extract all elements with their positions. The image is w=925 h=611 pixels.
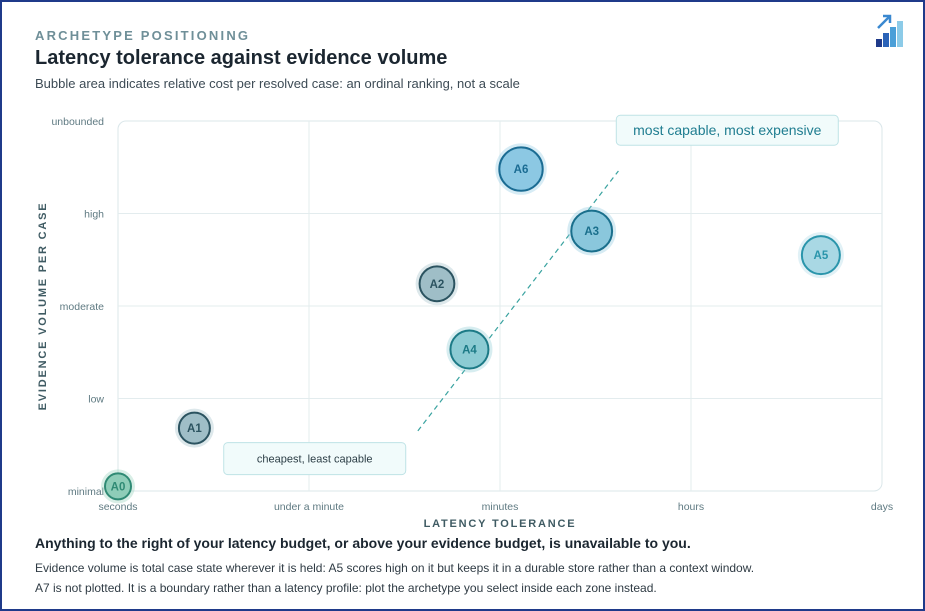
bubble-a5: A5: [797, 232, 844, 279]
bubble-label: A3: [584, 226, 599, 238]
chart-title: Latency tolerance against evidence volum…: [35, 47, 448, 69]
x-tick-label: under a minute: [274, 501, 344, 513]
x-axis-title: LATENCY TOLERANCE: [424, 518, 577, 530]
annotation-most-capable: most capable, most expensive: [615, 114, 839, 146]
annotation-cheapest: cheapest, least capable: [223, 442, 407, 476]
annotation-text: cheapest, least capable: [257, 453, 373, 465]
bubble-a6: A6: [495, 143, 547, 195]
brand-logo-icon: [876, 14, 903, 47]
x-tick-label: minutes: [482, 501, 519, 513]
bubble-a1: A1: [174, 408, 214, 448]
y-axis-title: EVIDENCE VOLUME PER CASE: [37, 202, 49, 411]
bubble-a3: A3: [567, 206, 617, 256]
y-tick-label: high: [84, 209, 104, 221]
bubble-circle: [498, 146, 544, 192]
bubble-a4: A4: [446, 326, 493, 373]
note-headline: Anything to the right of your latency bu…: [35, 535, 691, 551]
bubble-circle: [418, 265, 456, 303]
note-line-1: Evidence volume is total case state wher…: [35, 561, 755, 575]
bubble-circle: [104, 472, 132, 501]
annotation-text: most capable, most expensive: [633, 122, 822, 138]
bubble-label: A5: [814, 250, 829, 262]
annotation-box: [615, 114, 839, 146]
annotation-box: [223, 442, 407, 476]
bubble-circle: [449, 329, 490, 370]
bubble-label: A0: [111, 481, 126, 493]
y-tick-label: low: [88, 394, 104, 406]
y-tick-label: moderate: [60, 301, 105, 313]
bubble-a0: A0: [101, 469, 135, 504]
x-tick-label: hours: [678, 501, 704, 513]
x-tick-label: days: [871, 501, 893, 513]
chart-kicker: ARCHETYPE POSITIONING: [35, 28, 251, 43]
y-tick-label: unbounded: [51, 116, 104, 128]
note-line-2: A7 is not plotted. It is a boundary rath…: [35, 581, 657, 595]
bubble-label: A1: [187, 423, 202, 435]
scatter-chart: seconds under a minute minutes hours days min…: [37, 114, 893, 530]
bubble-circle: [570, 209, 614, 253]
bubble-a2: A2: [415, 262, 459, 306]
bubble-label: A4: [462, 344, 477, 356]
bubble-label: A2: [430, 279, 445, 291]
bubble-label: A6: [514, 164, 529, 176]
bubble-circle: [177, 411, 211, 445]
x-tick-label: seconds: [98, 501, 137, 513]
bubble-circle: [800, 235, 841, 276]
y-tick-label: minimal: [68, 486, 104, 498]
chart-subtitle: Bubble area indicates relative cost per …: [35, 76, 520, 91]
